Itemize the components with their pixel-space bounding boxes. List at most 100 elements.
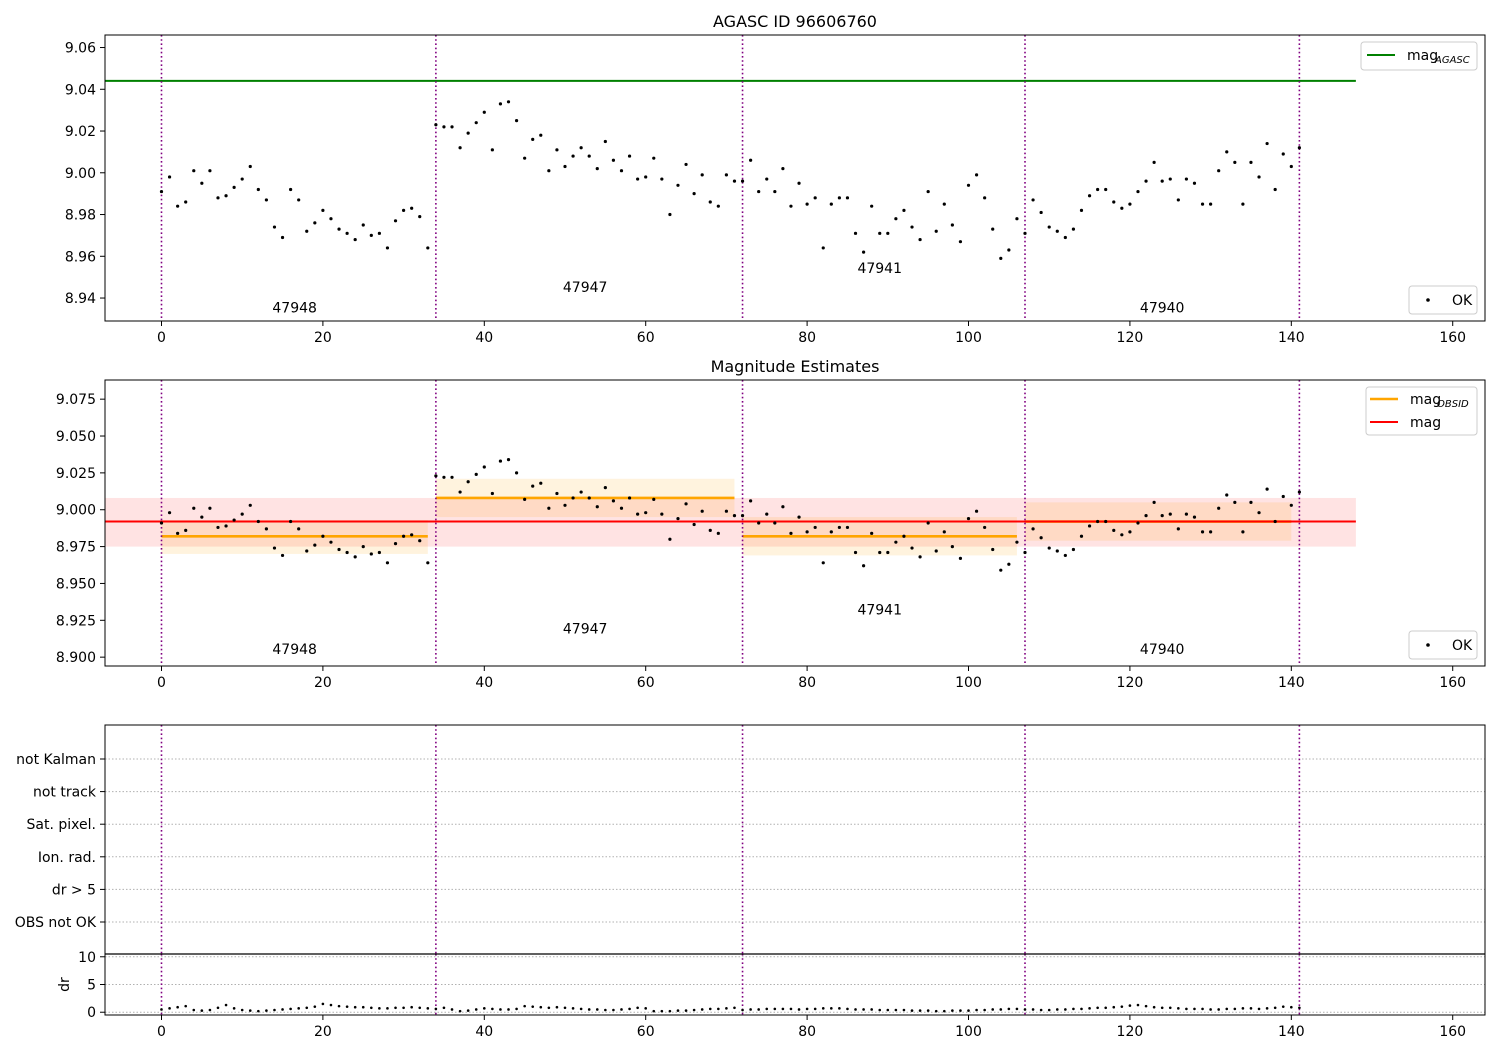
x-tick-label: 160	[1439, 330, 1466, 346]
dr-point	[499, 1008, 502, 1011]
dr-point	[757, 1008, 760, 1011]
data-point	[369, 552, 373, 556]
data-point	[272, 546, 277, 550]
data-point	[878, 550, 882, 555]
magnitude-estimates-panel: 47948 47947 47941 47940 8.900 8.925 8.950 8.975…	[56, 379, 1486, 691]
legend-obsid-subscript: OBSID	[1437, 399, 1469, 410]
data-point	[958, 240, 963, 244]
data-point	[1055, 549, 1059, 553]
legend-ok-marker	[1426, 298, 1430, 302]
data-point	[1144, 514, 1148, 518]
data-point	[813, 525, 817, 530]
x-tick-label: 120	[1117, 675, 1144, 691]
data-point	[1152, 160, 1156, 164]
data-point	[870, 204, 874, 208]
data-point	[224, 194, 228, 198]
dr-point	[604, 1008, 607, 1012]
data-point	[1192, 181, 1197, 185]
data-point	[749, 158, 753, 162]
data-point	[305, 549, 309, 553]
data-point	[1079, 208, 1084, 212]
dr-point	[482, 1007, 486, 1010]
obsid-label: 47941	[857, 261, 902, 277]
data-point	[829, 202, 833, 206]
data-point	[999, 256, 1003, 260]
obsid-label: 47941	[857, 602, 902, 618]
data-point	[458, 146, 462, 150]
data-point	[523, 497, 527, 502]
dr-point	[1031, 1008, 1035, 1011]
dr-point	[1080, 1007, 1083, 1011]
data-point	[821, 561, 825, 565]
data-point	[619, 506, 624, 510]
dr-point	[773, 1007, 777, 1011]
dr-point	[741, 1008, 744, 1012]
data-point	[410, 533, 414, 537]
dr-point	[418, 1006, 422, 1010]
x-tick-label: 80	[798, 1024, 816, 1040]
data-point	[216, 196, 220, 200]
data-point	[1184, 512, 1189, 516]
dr-point	[910, 1009, 914, 1012]
data-point	[313, 543, 317, 547]
dr-point	[1047, 1008, 1051, 1012]
data-point	[1007, 562, 1011, 566]
data-point	[1031, 527, 1035, 531]
data-point	[1241, 530, 1245, 534]
data-point	[740, 179, 745, 183]
data-point	[547, 506, 551, 510]
dr-point	[289, 1007, 292, 1011]
dr-point	[442, 1006, 446, 1010]
data-point	[377, 550, 381, 555]
data-point	[345, 550, 349, 555]
data-point	[240, 512, 244, 516]
dr-point	[515, 1007, 518, 1011]
dr-point	[821, 1007, 825, 1010]
dr-point	[184, 1004, 188, 1008]
y-tick-label: 9.06	[65, 41, 96, 57]
data-point	[289, 519, 293, 524]
data-point	[1249, 160, 1253, 164]
dr-point	[725, 1007, 728, 1010]
dr-point	[281, 1008, 284, 1011]
panel2-title: Magnitude Estimates	[711, 357, 880, 376]
data-point	[1079, 534, 1084, 538]
dr-point	[967, 1009, 970, 1012]
dr-point	[1064, 1008, 1067, 1011]
data-point	[1039, 210, 1043, 215]
x-tick-label: 160	[1439, 1024, 1466, 1040]
data-point	[765, 177, 769, 181]
dr-point	[959, 1009, 962, 1012]
data-point	[595, 505, 599, 509]
data-point	[1281, 152, 1285, 156]
dr-point	[232, 1007, 236, 1010]
dr-point	[579, 1007, 583, 1011]
dr-point	[474, 1008, 478, 1011]
data-point	[1217, 506, 1221, 510]
data-point	[1257, 175, 1261, 179]
y-tick-label: 9.075	[56, 392, 96, 408]
x-tick-label: 60	[637, 1024, 655, 1040]
dr-point	[491, 1007, 494, 1011]
dr-point	[660, 1009, 664, 1013]
data-point	[902, 208, 906, 212]
x-tick-label: 140	[1278, 1024, 1305, 1040]
data-point	[1071, 227, 1076, 231]
dr-point	[733, 1006, 736, 1010]
dr-point	[1233, 1007, 1237, 1011]
dr-point	[321, 1002, 325, 1006]
dr-point	[700, 1008, 704, 1011]
data-point	[1233, 160, 1237, 164]
dr-point	[523, 1004, 526, 1008]
data-point	[466, 131, 470, 135]
dr-point	[1128, 1004, 1132, 1007]
data-point	[1152, 500, 1156, 504]
data-point	[539, 481, 543, 485]
data-point	[627, 154, 632, 158]
data-point	[1007, 248, 1011, 252]
flag-category-label: Ion. rad.	[38, 850, 96, 866]
dr-point	[345, 1005, 349, 1008]
data-point	[700, 173, 704, 177]
data-point	[200, 181, 204, 185]
dr-point	[854, 1008, 857, 1011]
